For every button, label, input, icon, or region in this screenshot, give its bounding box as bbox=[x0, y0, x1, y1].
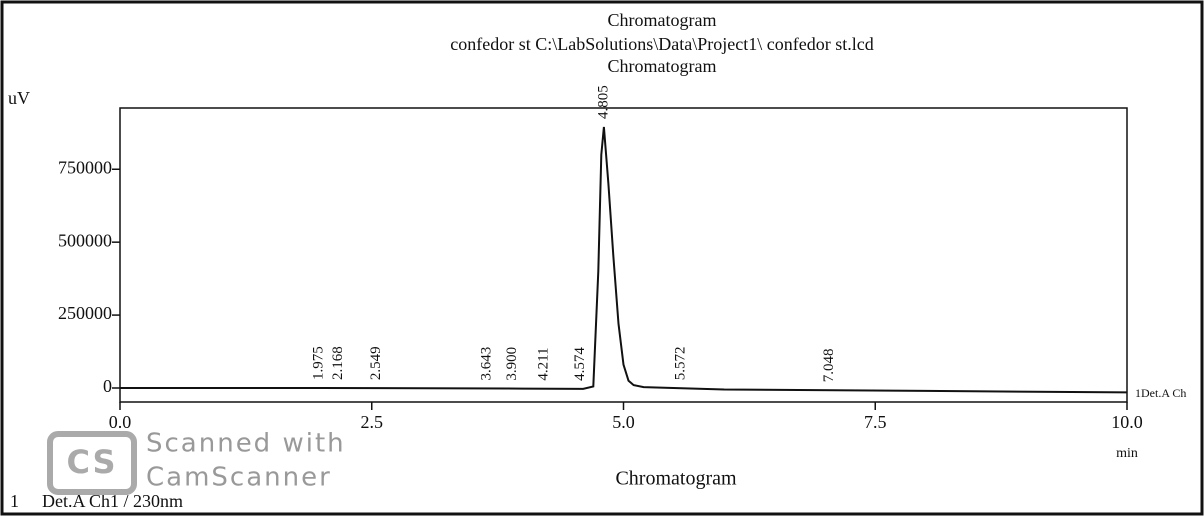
footer-title: Chromatogram bbox=[615, 468, 737, 490]
x-tick-label: 7.5 bbox=[864, 412, 887, 432]
legend-index: 1 bbox=[10, 491, 19, 511]
x-tick-label: 5.0 bbox=[612, 412, 635, 432]
x-tick-label: 10.0 bbox=[1111, 412, 1143, 432]
chart-subtitle: confedor st C:\LabSolutions\Data\Project… bbox=[450, 34, 873, 54]
peak-label: 4.211 bbox=[535, 347, 551, 380]
chart-title: Chromatogram bbox=[608, 10, 717, 30]
peak-label: 4.805 bbox=[595, 85, 611, 119]
peak-label: 7.048 bbox=[821, 348, 837, 382]
y-tick-label: 250000 bbox=[58, 303, 112, 323]
legend-label: Det.A Ch1 / 230nm bbox=[42, 491, 183, 511]
trace-end-label: 1Det.A Ch bbox=[1135, 386, 1186, 400]
watermark: CS Scanned with CamScanner bbox=[47, 429, 346, 495]
peak-label: 5.572 bbox=[673, 346, 689, 380]
x-axis-label: min bbox=[1116, 446, 1138, 461]
peak-label: 2.168 bbox=[330, 346, 346, 380]
x-tick-label: 0.0 bbox=[109, 412, 132, 432]
watermark-logo: CS bbox=[66, 443, 117, 481]
peak-label: 2.549 bbox=[368, 346, 384, 380]
chart-subtitle: Chromatogram bbox=[608, 56, 717, 76]
watermark-text: CamScanner bbox=[146, 463, 332, 493]
y-axis-label: uV bbox=[8, 88, 30, 108]
peak-label: 3.643 bbox=[478, 347, 494, 381]
y-tick-label: 0 bbox=[103, 376, 112, 396]
peak-label: 4.574 bbox=[572, 347, 588, 381]
x-tick-label: 2.5 bbox=[361, 412, 384, 432]
watermark-logo-box bbox=[47, 431, 137, 495]
peak-label: 3.900 bbox=[504, 347, 520, 381]
y-tick-label: 750000 bbox=[58, 157, 112, 177]
watermark-text: Scanned with bbox=[146, 429, 346, 459]
y-tick-label: 500000 bbox=[58, 230, 112, 250]
trace bbox=[120, 126, 1128, 394]
peak-label: 1.975 bbox=[310, 346, 326, 380]
